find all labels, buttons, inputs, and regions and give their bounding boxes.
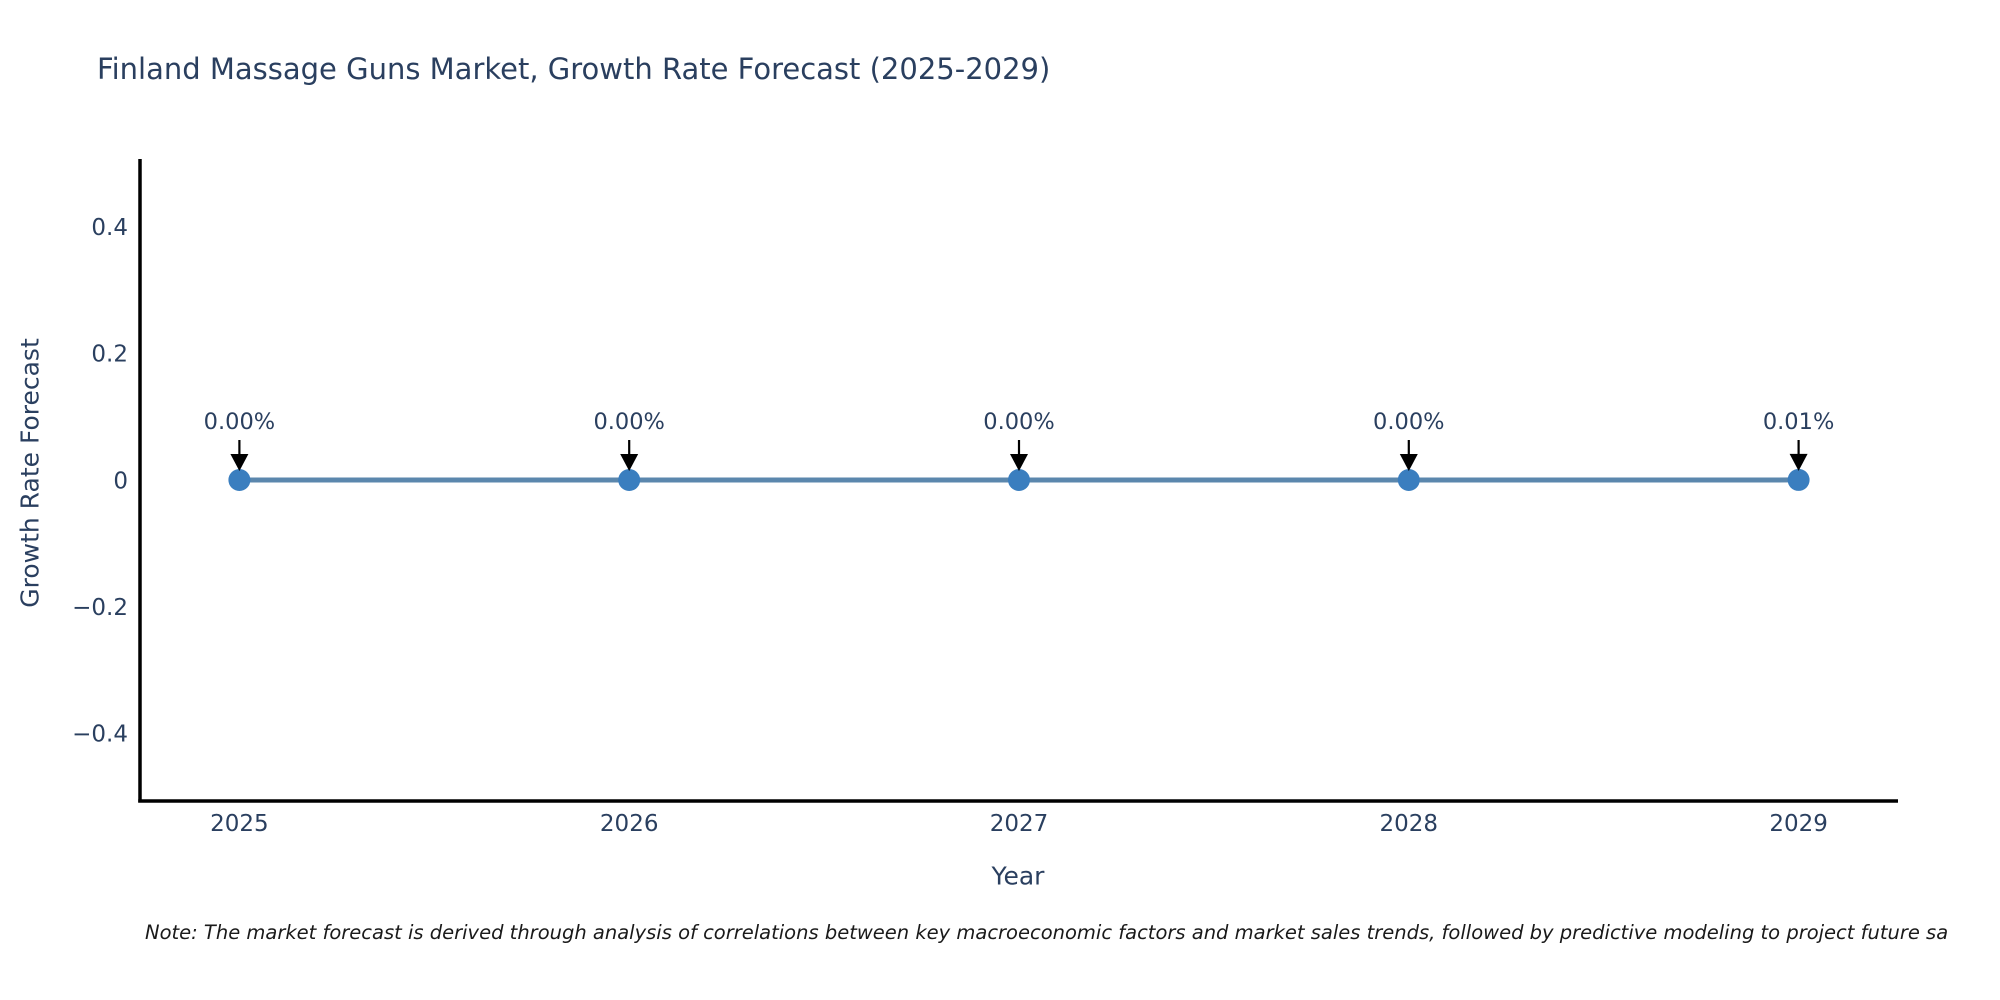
y-tick-label: −0.4 xyxy=(72,722,128,748)
annotation-arrowhead-icon xyxy=(230,454,249,471)
x-tick-label: 2025 xyxy=(210,811,269,837)
x-tick-label: 2027 xyxy=(990,811,1049,837)
data-point-marker xyxy=(618,469,641,491)
x-tick-label: 2029 xyxy=(1769,811,1828,837)
y-axis-title: Growth Rate Forecast xyxy=(15,338,45,608)
point-value-label: 0.00% xyxy=(593,409,664,435)
annotation-arrowhead-icon xyxy=(1399,454,1418,471)
x-tick-label: 2028 xyxy=(1380,811,1439,837)
point-value-label: 0.01% xyxy=(1763,409,1834,435)
y-tick-label: 0.4 xyxy=(91,215,128,241)
data-points xyxy=(228,468,1810,491)
axes xyxy=(138,159,1898,803)
point-annotations: 0.00% 0.00% 0.00% 0.00% 0.01% xyxy=(204,409,1834,471)
y-tick-label: −0.2 xyxy=(72,595,128,621)
point-value-label: 0.00% xyxy=(1373,409,1444,435)
data-point-marker xyxy=(1787,468,1810,491)
x-tick-labels: 2025 2026 2027 2028 2029 xyxy=(210,811,1828,837)
y-tick-label: 0.2 xyxy=(91,342,128,368)
chart-title: Finland Massage Guns Market, Growth Rate… xyxy=(97,52,1051,86)
x-axis-title: Year xyxy=(991,861,1045,891)
data-point-marker xyxy=(228,469,251,491)
data-point-marker xyxy=(1397,469,1420,491)
y-tick-labels: 0.4 0.2 0 −0.2 −0.4 xyxy=(72,215,128,748)
footnote: Note: The market forecast is derived thr… xyxy=(145,921,1949,944)
y-tick-label: 0 xyxy=(113,468,128,494)
annotation-arrowhead-icon xyxy=(620,454,639,471)
point-value-label: 0.00% xyxy=(204,409,275,435)
data-point-marker xyxy=(1008,469,1030,491)
annotation-arrowhead-icon xyxy=(1010,454,1028,471)
point-value-label: 0.00% xyxy=(983,409,1054,435)
annotation-arrowhead-icon xyxy=(1789,453,1808,471)
x-tick-label: 2026 xyxy=(600,811,659,837)
